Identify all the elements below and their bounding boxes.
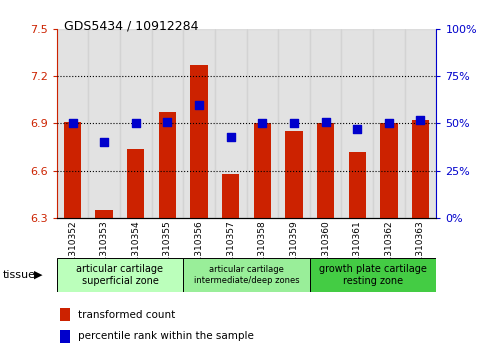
Bar xyxy=(412,120,429,218)
Point xyxy=(132,121,140,126)
Bar xyxy=(159,113,176,218)
Bar xyxy=(61,330,70,343)
Bar xyxy=(285,131,303,218)
Bar xyxy=(215,29,246,218)
Text: articular cartilage
superficial zone: articular cartilage superficial zone xyxy=(76,264,164,286)
Bar xyxy=(222,174,240,218)
Point xyxy=(385,121,393,126)
Text: percentile rank within the sample: percentile rank within the sample xyxy=(77,331,253,341)
Bar xyxy=(183,29,215,218)
Bar xyxy=(310,29,341,218)
Text: GDS5434 / 10912284: GDS5434 / 10912284 xyxy=(64,20,199,33)
Text: transformed count: transformed count xyxy=(77,310,175,319)
Bar xyxy=(349,152,366,218)
Point xyxy=(258,121,266,126)
Bar xyxy=(57,258,183,291)
Point xyxy=(353,126,361,132)
Bar xyxy=(96,210,113,218)
Point xyxy=(290,121,298,126)
Bar xyxy=(380,123,397,218)
Bar xyxy=(253,123,271,218)
Bar xyxy=(152,29,183,218)
Bar xyxy=(341,29,373,218)
Point xyxy=(227,134,235,139)
Text: tissue: tissue xyxy=(2,270,35,280)
Bar xyxy=(405,29,436,218)
Bar xyxy=(183,258,310,291)
Bar xyxy=(64,122,81,218)
Bar xyxy=(317,123,334,218)
Bar xyxy=(127,148,144,218)
Point xyxy=(417,117,424,123)
Point xyxy=(69,121,76,126)
Bar xyxy=(278,29,310,218)
Bar xyxy=(61,308,70,321)
Point xyxy=(164,119,172,125)
Bar xyxy=(310,258,436,291)
Bar xyxy=(373,29,405,218)
Point xyxy=(100,139,108,145)
Bar xyxy=(246,29,278,218)
Text: ▶: ▶ xyxy=(34,270,42,280)
Bar xyxy=(88,29,120,218)
Text: articular cartilage
intermediate/deep zones: articular cartilage intermediate/deep zo… xyxy=(194,265,299,285)
Point xyxy=(195,102,203,107)
Bar xyxy=(190,65,208,218)
Bar xyxy=(120,29,152,218)
Text: growth plate cartilage
resting zone: growth plate cartilage resting zone xyxy=(319,264,427,286)
Point xyxy=(321,119,329,125)
Bar xyxy=(57,29,88,218)
